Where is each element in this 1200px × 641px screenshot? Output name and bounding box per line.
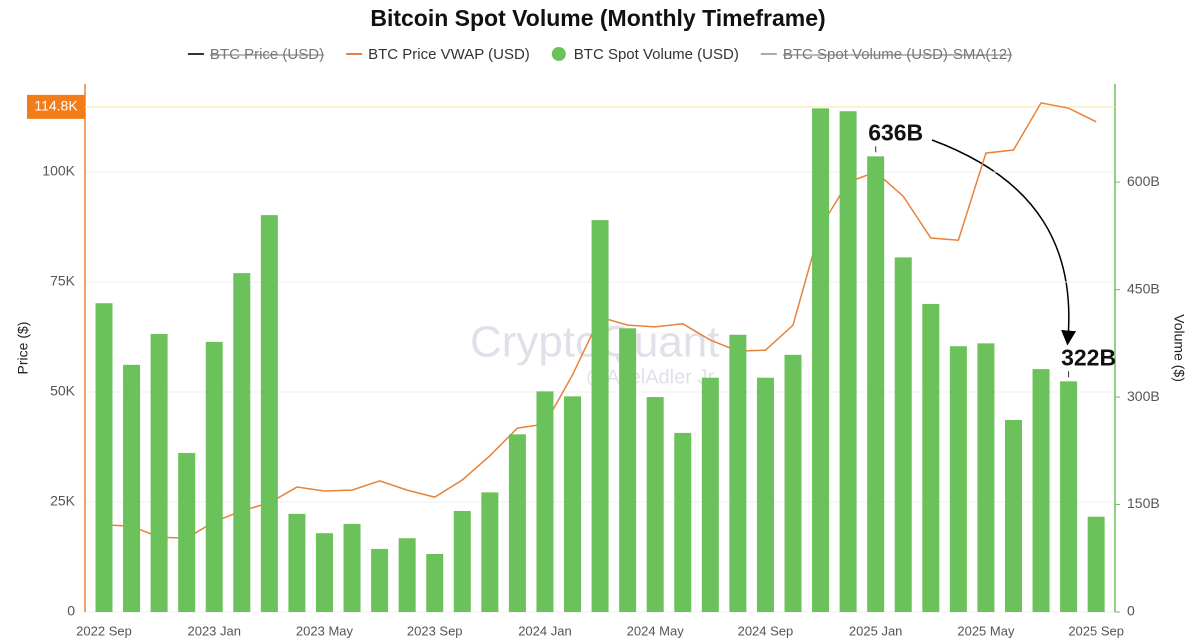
- bar: [123, 364, 141, 612]
- x-tick-label: 2024 May: [627, 623, 685, 638]
- bar: [95, 303, 113, 612]
- bar: [150, 334, 168, 612]
- y2-tick-label: 300B: [1127, 388, 1160, 404]
- bar: [729, 334, 747, 612]
- bar: [646, 397, 664, 612]
- y-axis-label: Price ($): [15, 322, 31, 375]
- bar: [481, 492, 499, 612]
- bar: [343, 523, 361, 612]
- bar: [894, 257, 912, 612]
- bar: [1087, 516, 1105, 612]
- bar: [701, 377, 719, 612]
- watermark: @AxelAdler Jr: [586, 366, 714, 388]
- x-tick-label: 2023 Sep: [407, 623, 463, 638]
- bar: [1004, 420, 1022, 612]
- y2-tick-label: 450B: [1127, 280, 1160, 296]
- bar: [949, 346, 967, 612]
- bar: [536, 391, 554, 612]
- reference-label-box: [27, 94, 85, 119]
- x-tick-label: 2024 Jan: [518, 623, 572, 638]
- bar: [398, 538, 416, 612]
- x-tick-label: 2023 May: [296, 623, 354, 638]
- bar: [205, 341, 223, 612]
- bar: [839, 111, 857, 612]
- y-tick-label: 100K: [42, 163, 75, 179]
- bar: [233, 273, 251, 612]
- legend-item: BTC Spot Volume (USD): [551, 46, 739, 63]
- x-tick-label: 2024 Sep: [738, 623, 794, 638]
- x-tick-label: 2025 Sep: [1068, 623, 1124, 638]
- y2-tick-label: 600B: [1127, 173, 1160, 189]
- legend-item: BTC Price (USD): [187, 46, 324, 63]
- bar: [260, 215, 278, 612]
- bar: [867, 156, 885, 612]
- legend: BTC Price (USD) BTC Price VWAP (USD) BTC S…: [187, 46, 1013, 63]
- bar: [315, 533, 333, 612]
- legend-label: BTC Price VWAP (USD): [368, 46, 530, 63]
- legend-item: BTC Price VWAP (USD): [346, 46, 530, 63]
- y-tick-label: 0: [67, 603, 75, 619]
- bar: [1060, 381, 1078, 612]
- bar: [1032, 369, 1050, 612]
- x-tick-label: 2025 Jan: [849, 623, 903, 638]
- bar: [564, 396, 582, 612]
- legend-label: BTC Spot Volume (USD)-SMA(12): [783, 46, 1012, 63]
- y2-tick-label: 0: [1127, 603, 1135, 619]
- bar: [178, 452, 196, 612]
- legend-marker: [551, 47, 566, 61]
- y-tick-label: 50K: [50, 383, 76, 399]
- reference-label: 114.8K: [34, 98, 78, 114]
- bar: [288, 513, 306, 612]
- bar: [756, 377, 774, 612]
- y2-axis-label: Volume ($): [1171, 314, 1187, 382]
- bar: [784, 354, 802, 612]
- bar: [922, 303, 940, 612]
- bar: [812, 108, 830, 612]
- x-tick-label: 2025 May: [957, 623, 1015, 638]
- x-tick-label: 2023 Jan: [187, 623, 241, 638]
- value-label: 322B: [1061, 344, 1116, 370]
- bar: [591, 220, 609, 613]
- y-tick-label: 75K: [50, 273, 76, 289]
- bar: [426, 553, 444, 612]
- y-tick-label: 25K: [50, 493, 76, 509]
- legend-item: BTC Spot Volume (USD)-SMA(12): [760, 46, 1013, 63]
- value-label: 636B: [868, 119, 923, 145]
- annotation-arrow: [931, 139, 1077, 346]
- x-tick-label: 2022 Sep: [76, 623, 132, 638]
- bar: [508, 434, 526, 612]
- bar: [619, 328, 637, 612]
- bar: [453, 510, 471, 612]
- bar: [977, 343, 995, 612]
- bar: [674, 432, 692, 612]
- chart-title: Bitcoin Spot Volume (Monthly Timeframe): [370, 5, 825, 31]
- legend-label: BTC Spot Volume (USD): [574, 46, 739, 63]
- y2-tick-label: 150B: [1127, 495, 1160, 511]
- legend-label: BTC Price (USD): [210, 46, 324, 63]
- bar: [371, 548, 389, 612]
